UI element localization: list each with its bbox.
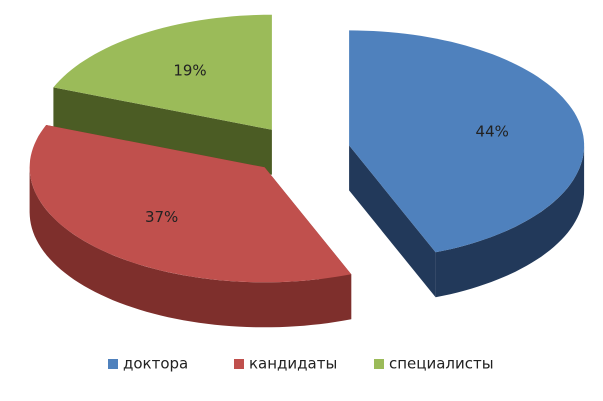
legend-label: доктора (123, 355, 188, 373)
slice-side (349, 145, 436, 298)
slice-side (53, 87, 272, 175)
slice (349, 30, 585, 253)
slice-wall (435, 145, 585, 298)
legend-label: кандидаты (249, 355, 337, 373)
legend-label: специалисты (389, 355, 494, 373)
slice (53, 14, 272, 130)
legend-swatch (374, 359, 384, 369)
data-label: 19% (173, 61, 206, 79)
slice-wall (29, 167, 352, 328)
data-label: 37% (145, 208, 178, 226)
slice (29, 125, 352, 283)
legend-swatch (234, 359, 244, 369)
legend-swatch (108, 359, 118, 369)
data-label: 44% (476, 123, 509, 141)
